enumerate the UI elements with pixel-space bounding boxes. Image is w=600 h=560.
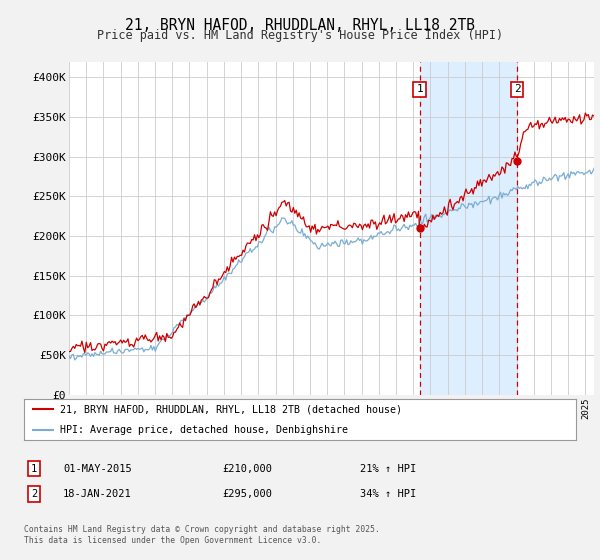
Text: 2: 2 [31, 489, 37, 499]
Text: £210,000: £210,000 [222, 464, 272, 474]
Text: 2: 2 [514, 85, 521, 95]
Text: Price paid vs. HM Land Registry's House Price Index (HPI): Price paid vs. HM Land Registry's House … [97, 29, 503, 42]
Text: Contains HM Land Registry data © Crown copyright and database right 2025.
This d: Contains HM Land Registry data © Crown c… [24, 525, 380, 545]
Text: HPI: Average price, detached house, Denbighshire: HPI: Average price, detached house, Denb… [60, 424, 348, 435]
Text: 21, BRYN HAFOD, RHUDDLAN, RHYL, LL18 2TB (detached house): 21, BRYN HAFOD, RHUDDLAN, RHYL, LL18 2TB… [60, 404, 402, 414]
Text: 1: 1 [31, 464, 37, 474]
Bar [419, 62, 517, 395]
Text: 1: 1 [416, 85, 423, 95]
Text: £295,000: £295,000 [222, 489, 272, 499]
Text: 21% ↑ HPI: 21% ↑ HPI [360, 464, 416, 474]
Text: 18-JAN-2021: 18-JAN-2021 [63, 489, 132, 499]
Text: 34% ↑ HPI: 34% ↑ HPI [360, 489, 416, 499]
Text: 21, BRYN HAFOD, RHUDDLAN, RHYL, LL18 2TB: 21, BRYN HAFOD, RHUDDLAN, RHYL, LL18 2TB [125, 18, 475, 33]
Text: 01-MAY-2015: 01-MAY-2015 [63, 464, 132, 474]
